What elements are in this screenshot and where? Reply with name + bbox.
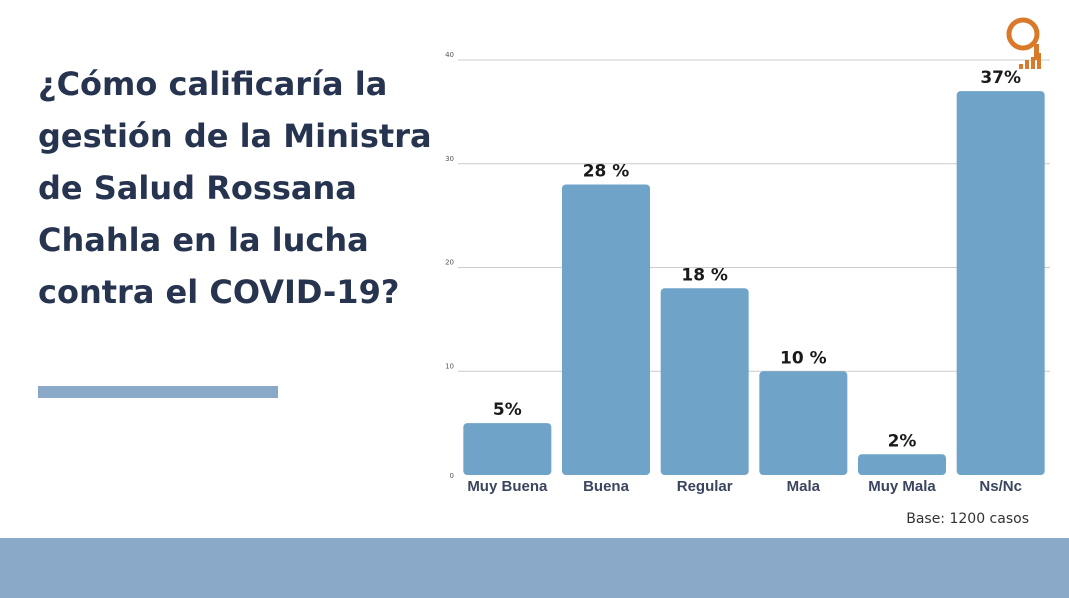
slide-title: ¿Cómo calificaría la gestión de la Minis…	[38, 65, 432, 311]
y-tick-label: 10	[445, 362, 454, 370]
bar-value-label: 28 %	[583, 162, 630, 182]
title-accent-bar	[38, 386, 278, 398]
bar-value-label: 2%	[888, 431, 917, 451]
category-label: Ns/Nc	[979, 478, 1022, 495]
bar-value-label: 10 %	[780, 348, 827, 368]
bar-ns-nc	[956, 91, 1045, 475]
footer-band	[0, 538, 1069, 598]
category-label: Muy Mala	[868, 478, 936, 495]
bar-regular	[660, 288, 749, 475]
chart-bars	[463, 91, 1045, 475]
y-axis-ticks: 0 10 20 30 40	[445, 51, 454, 480]
y-tick-label: 0	[450, 472, 454, 480]
y-tick-label: 20	[445, 259, 454, 267]
bar-value-label: 5%	[493, 400, 522, 420]
chart-labels: 5% Muy Buena 28 % Buena 18 % Regular 10 % Mala 2…	[467, 68, 1022, 495]
y-tick-label: 40	[445, 51, 454, 59]
category-label: Buena	[583, 478, 630, 495]
y-tick-label: 30	[445, 155, 454, 163]
bar-muy-mala	[858, 454, 946, 475]
bar-value-label: 18 %	[681, 265, 728, 285]
bar-chart: 0 10 20 30 40 5% Muy Buena 28 % Buena 18 % Regula…	[445, 51, 1050, 495]
chart-gridlines	[458, 59, 1050, 372]
bar-buena	[562, 184, 650, 475]
category-label: Mala	[787, 478, 821, 495]
bar-mala	[759, 371, 848, 475]
q-signal-icon	[1006, 17, 1041, 69]
category-label: Regular	[677, 478, 733, 495]
bar-muy-buena	[463, 423, 552, 475]
bar-value-label: 37%	[980, 68, 1021, 88]
base-note: Base: 1200 casos	[906, 511, 1029, 527]
category-label: Muy Buena	[467, 478, 548, 495]
